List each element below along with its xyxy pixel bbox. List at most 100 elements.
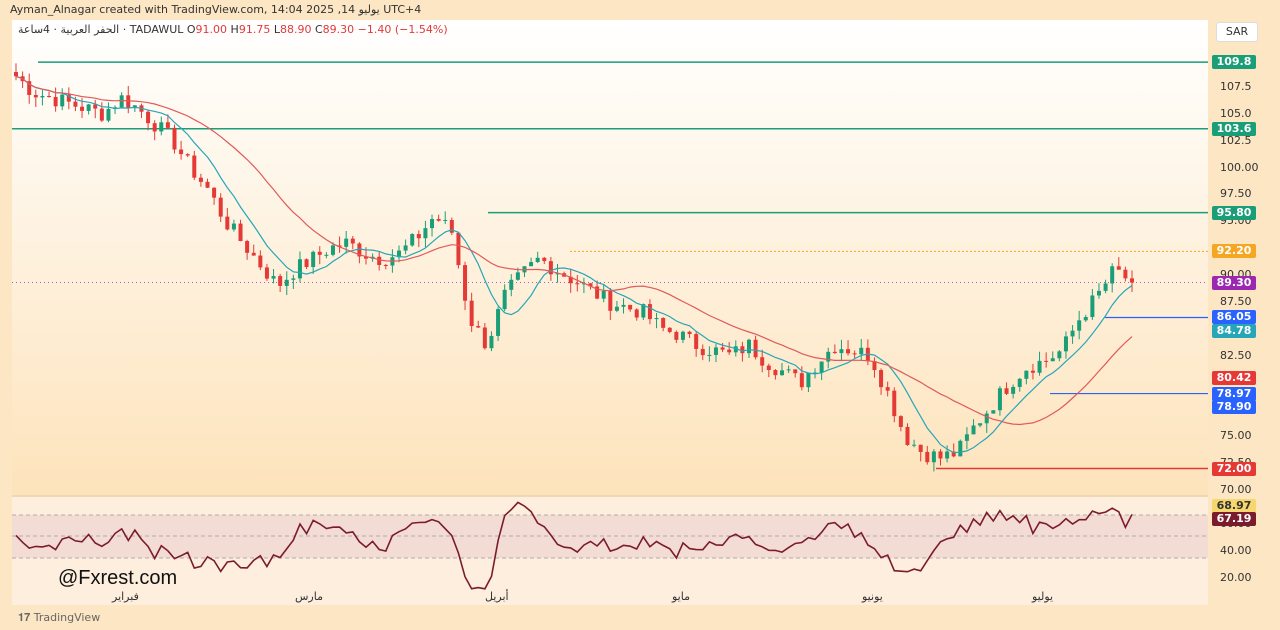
candle-up bbox=[826, 351, 831, 362]
ohlc-legend: الحفر العربية · 4ساعة · TADAWUL O91.00 H… bbox=[18, 23, 448, 36]
price-badge: 78.90 bbox=[1212, 399, 1256, 414]
candle-up bbox=[859, 347, 864, 355]
candle-down bbox=[925, 451, 930, 463]
price-badge: 89.30 bbox=[1212, 275, 1256, 290]
candle-up bbox=[231, 223, 236, 230]
candle-down bbox=[304, 259, 309, 267]
candle-up bbox=[1011, 386, 1016, 394]
candle-down bbox=[918, 444, 923, 452]
currency-button[interactable]: SAR bbox=[1216, 22, 1258, 42]
candle-down bbox=[1030, 370, 1035, 373]
candle-up bbox=[1063, 336, 1068, 352]
candle-up bbox=[1057, 351, 1062, 359]
rsi-tick-label: 20.00 bbox=[1220, 571, 1252, 584]
candle-down bbox=[898, 416, 903, 427]
candle-up bbox=[297, 259, 302, 279]
candle-up bbox=[410, 234, 415, 246]
candle-down bbox=[238, 223, 243, 242]
candle-down bbox=[740, 346, 745, 354]
candle-up bbox=[555, 273, 560, 275]
candle-up bbox=[423, 228, 428, 239]
candle-down bbox=[773, 370, 778, 376]
price-tick-label: 97.50 bbox=[1220, 187, 1252, 201]
candle-down bbox=[93, 104, 98, 109]
candle-down bbox=[245, 241, 250, 253]
candle-up bbox=[284, 279, 289, 286]
candle-up bbox=[1050, 358, 1055, 362]
ma-slow-line bbox=[15, 75, 1133, 426]
month-label: مارس bbox=[295, 590, 323, 603]
month-label: مايو bbox=[672, 590, 690, 603]
candle-down bbox=[146, 111, 151, 124]
candle-up bbox=[291, 278, 296, 280]
month-label: فبراير bbox=[112, 590, 139, 603]
candle-down bbox=[198, 177, 203, 182]
candle-up bbox=[403, 245, 408, 251]
candle-up bbox=[430, 219, 435, 229]
candle-down bbox=[694, 334, 699, 349]
candle-down bbox=[832, 351, 837, 354]
candle-up bbox=[733, 346, 738, 353]
candle-down bbox=[588, 283, 593, 287]
candle-down bbox=[165, 122, 170, 128]
symbol-name[interactable]: الحفر العربية · 4ساعة · TADAWUL bbox=[18, 23, 184, 36]
price-chart[interactable] bbox=[0, 0, 1210, 605]
candle-down bbox=[700, 348, 705, 356]
candle-up bbox=[1024, 370, 1029, 379]
candle-down bbox=[846, 349, 851, 354]
candle-down bbox=[727, 349, 732, 353]
candle-up bbox=[86, 104, 91, 111]
tv-icon: 𝟏𝟕 bbox=[18, 611, 34, 624]
price-badge: 72.00 bbox=[1212, 461, 1256, 476]
candle-down bbox=[383, 265, 388, 267]
candle-down bbox=[885, 387, 890, 391]
candle-down bbox=[938, 451, 943, 459]
candle-up bbox=[839, 349, 844, 354]
price-badge: 92.20 bbox=[1212, 244, 1256, 259]
price-tick-label: 100.00 bbox=[1220, 160, 1259, 174]
candle-up bbox=[1037, 360, 1042, 373]
candle-down bbox=[225, 216, 230, 230]
rsi-badge: 68.97 bbox=[1212, 499, 1256, 513]
candle-down bbox=[33, 94, 38, 98]
price-badge: 84.78 bbox=[1212, 324, 1256, 339]
candle-up bbox=[997, 388, 1002, 411]
price-tick-label: 105.0 bbox=[1220, 106, 1252, 120]
candle-down bbox=[258, 255, 263, 268]
candle-down bbox=[416, 234, 421, 239]
candle-down bbox=[337, 245, 342, 247]
candle-up bbox=[641, 304, 646, 318]
candle-up bbox=[654, 318, 659, 320]
price-tick-label: 107.5 bbox=[1220, 79, 1252, 93]
candle-up bbox=[1017, 378, 1022, 387]
candle-down bbox=[47, 95, 52, 97]
candle-down bbox=[575, 283, 580, 285]
candle-up bbox=[330, 245, 335, 255]
candle-up bbox=[984, 413, 989, 424]
candle-up bbox=[707, 354, 712, 356]
price-badge: 80.42 bbox=[1212, 370, 1256, 385]
candle-down bbox=[264, 267, 269, 279]
candle-down bbox=[628, 304, 633, 310]
candle-down bbox=[363, 256, 368, 259]
candle-up bbox=[489, 335, 494, 349]
candle-down bbox=[66, 94, 71, 102]
candle-down bbox=[634, 309, 639, 318]
close-value: 89.30 bbox=[322, 23, 355, 36]
candle-up bbox=[614, 306, 619, 311]
candle-down bbox=[185, 154, 190, 156]
top-bar: Ayman_Alnagar created with TradingView.c… bbox=[0, 0, 1280, 20]
candle-down bbox=[205, 181, 210, 188]
ma-fast-line bbox=[15, 75, 1133, 454]
rsi-tick-label: 40.00 bbox=[1220, 544, 1252, 557]
candle-up bbox=[680, 331, 685, 340]
candle-down bbox=[463, 265, 468, 301]
candle-up bbox=[1077, 320, 1082, 331]
candle-down bbox=[542, 257, 547, 262]
candle-up bbox=[971, 425, 976, 435]
candle-up bbox=[780, 370, 785, 376]
candle-down bbox=[212, 187, 217, 198]
candle-down bbox=[53, 96, 58, 107]
candle-up bbox=[397, 250, 402, 258]
candle-down bbox=[278, 276, 283, 286]
